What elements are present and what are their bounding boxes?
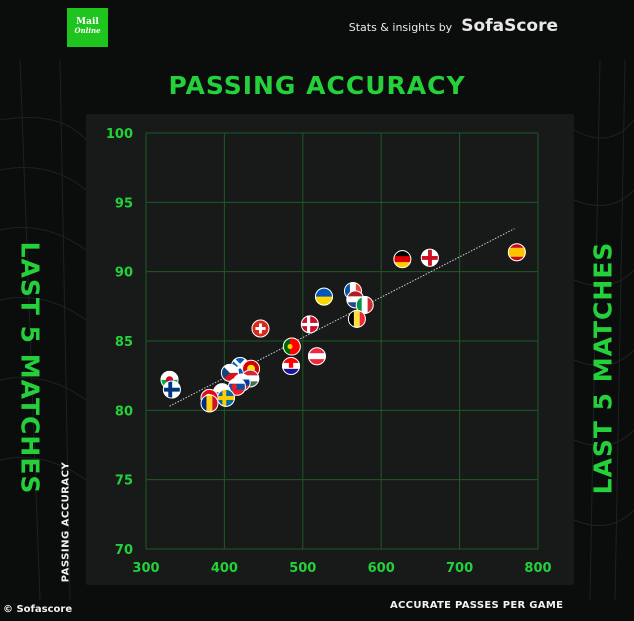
x-tick-label: 500: [289, 561, 316, 576]
footer-credit: © Sofascore: [3, 604, 73, 615]
data-point-ukraine: [314, 287, 333, 306]
x-tick-label: 700: [446, 561, 473, 576]
data-point-ring: [162, 380, 181, 399]
data-point-ring: [507, 243, 526, 262]
data-point-ring: [300, 315, 319, 334]
data-point-finland: [162, 380, 181, 399]
y-tick-label: 95: [115, 196, 133, 211]
logo-line2: Online: [74, 26, 101, 35]
logo-line1: Mail: [76, 17, 99, 27]
data-point-ring: [282, 356, 301, 375]
data-point-ring: [355, 295, 374, 314]
data-point-ring: [393, 250, 412, 269]
data-point-ring: [420, 248, 439, 267]
data-point-romania: [200, 394, 219, 413]
x-tick-label: 800: [524, 561, 551, 576]
data-point-ring: [251, 319, 270, 338]
y-axis-label: PASSING ACCURACY: [60, 461, 72, 583]
data-point-ring: [347, 309, 366, 328]
data-point-ring: [200, 394, 219, 413]
x-tick-label: 400: [211, 561, 238, 576]
data-point-ring: [307, 347, 326, 366]
data-point-sweden: [216, 388, 235, 407]
y-tick-label: 90: [115, 266, 133, 281]
data-point-england: [420, 248, 439, 267]
data-point-croatia: [282, 356, 301, 375]
sofascore-brand: SofaScore: [461, 16, 558, 36]
data-point-slovakia: [227, 377, 246, 396]
x-tick-label: 600: [368, 561, 395, 576]
credit-text: Stats & insights by: [348, 21, 453, 34]
y-tick-label: 100: [106, 127, 133, 142]
mail-online-logo: Mail Online: [67, 8, 108, 47]
chart-title: PASSING ACCURACY: [168, 71, 466, 100]
data-point-denmark: [300, 315, 319, 334]
data-point-switzerland: [251, 319, 270, 338]
data-point-germany: [393, 250, 412, 269]
data-point-portugal: [282, 337, 301, 356]
x-tick-label: 300: [132, 561, 159, 576]
sofascore-credit: Stats & insights by SofaScore: [349, 16, 558, 36]
data-point-ring: [314, 287, 333, 306]
data-point-italy: [355, 295, 374, 314]
chart-panel: [86, 114, 574, 585]
y-tick-label: 75: [115, 474, 133, 489]
data-point-spain: [507, 243, 526, 262]
y-tick-label: 80: [115, 404, 133, 419]
data-point-ring: [282, 337, 301, 356]
data-point-belgium: [347, 309, 366, 328]
trend-line: [169, 228, 515, 407]
x-axis-label: ACCURATE PASSES PER GAME: [390, 600, 564, 611]
y-tick-label: 70: [115, 543, 133, 558]
y-tick-label: 85: [115, 335, 133, 350]
data-point-austria: [307, 347, 326, 366]
